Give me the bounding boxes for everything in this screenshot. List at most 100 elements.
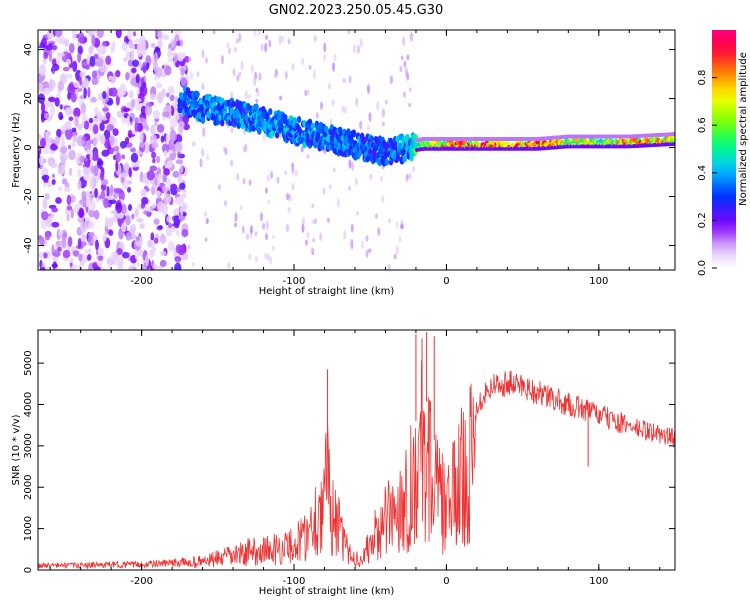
spectrogram-cell [154,178,158,186]
spectrogram-cell [55,55,61,65]
spectrogram-cell [103,230,107,242]
spectrogram-cells [38,30,675,270]
spectrogram-cell [165,178,172,187]
spectrogram-cell [147,207,152,213]
spectrogram-cell [85,197,91,208]
spectrogram-cell [262,222,266,230]
spectrogram-cell [204,237,208,242]
spectrogram-cell [672,132,675,137]
spectrogram-cell [191,262,195,267]
y-tick-label: 1000 [23,516,34,541]
spectrogram-cell [126,115,131,127]
spectrogram-cell [180,67,185,76]
spectrogram-cell [149,93,156,101]
spectrogram-cell [315,112,319,120]
spectrogram-cell [93,53,99,60]
spectrogram-cell [66,205,73,211]
spectrogram-cell [108,256,112,269]
spectrogram-cell [348,75,352,84]
spectrogram-cell [88,117,94,124]
spectrogram-cell [127,204,133,211]
spectrogram-cell [139,84,148,97]
spectrogram-cell [130,98,136,108]
spectrogram-cell [166,92,170,98]
spectrogram-cell [236,74,240,82]
spectrogram-frame [37,29,676,271]
spectrogram-cell [167,241,175,252]
spectrogram-cell [270,171,274,179]
y-tick-label: 20 [23,92,34,105]
spectrogram-cell [163,149,168,158]
spectrogram-cell [92,136,98,147]
spectrogram-cell [163,168,170,176]
spectrogram-cell [232,68,236,77]
spectrogram-cell [98,195,102,200]
spectrogram-cell [250,64,254,74]
spectrogram-cell [42,197,48,210]
spectrogram-cell [265,220,269,231]
spectrogram-cell [255,98,259,104]
spectrogram-cell [127,129,133,139]
spectrogram-cell [88,208,95,218]
spectrogram-cell [254,231,258,237]
spectrogram-cell [402,91,406,99]
spectrogram-cell [144,255,150,267]
spectrogram-cell [328,184,332,190]
spectrogram-cell [376,101,380,111]
spectrogram-cell [115,30,122,39]
spectrogram-cell [306,232,310,239]
spectrogram-cell [121,42,128,52]
spectrogram-cell [129,147,136,153]
spectrogram-cell [62,66,70,72]
spectrogram-cell [48,96,56,103]
spectrogram-cell [172,170,180,178]
spectrogram-cell [279,95,283,101]
spectrogram-cell [38,82,44,93]
spectrogram-cell [258,72,262,81]
spectrogram-cell [39,267,46,270]
spectrogram-cell [157,40,163,49]
spectrogram-cell [375,213,379,219]
spectrogram-cell [254,255,258,262]
spectrogram-cell [94,187,98,199]
spectrogram-cell [72,250,80,257]
spectrogram-cell [130,77,137,86]
spectrogram-cell [45,131,50,142]
spectrogram-cell [165,133,170,146]
spectrogram-cell [51,221,60,228]
spectrogram-cell [68,149,76,161]
spectrogram-cell [147,240,152,248]
spectrogram-cell [178,56,184,62]
spectrogram-cell [234,212,238,223]
spectrogram-cell [51,66,56,75]
spectrogram-cell [368,248,372,253]
spectrogram-cell [143,64,147,74]
spectrogram-cell [88,232,95,237]
spectrogram-cell [46,181,52,188]
spectrogram-cell [152,264,158,270]
spectrogram-cell [160,135,165,143]
spectrogram-cell [262,134,266,141]
y-tick-label: 40 [23,43,34,56]
spectrogram-cell [149,134,157,140]
spectrogram-cell [78,208,84,218]
spectrogram-cell [38,64,47,76]
spectrogram-cell [649,137,654,142]
spectrogram-cell [69,258,74,264]
spectrogram-cell [61,178,68,185]
spectrogram-cell [192,141,196,147]
spectrogram-cell [60,146,68,154]
spectrogram-cell [179,182,186,190]
spectrogram-cell [134,208,139,218]
spectrogram-cell [319,232,323,242]
spectrogram-cell [389,75,393,85]
spectrogram-cell [97,247,105,256]
spectrogram-cell [50,213,54,222]
spectrogram-cell [115,202,123,214]
spectrogram-cell [128,167,132,178]
spectrogram-cell [40,218,48,230]
spectrogram-cell [77,52,82,63]
spectrogram-cell [40,37,48,48]
spectrogram-cell [264,252,268,260]
